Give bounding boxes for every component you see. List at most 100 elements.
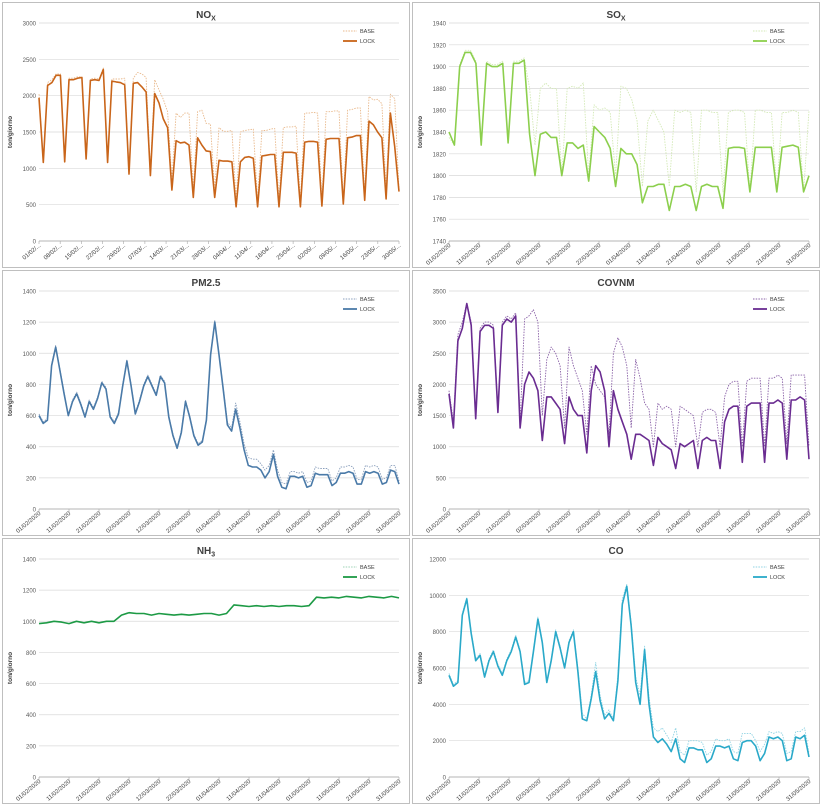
y-tick-label: 3000 (23, 22, 37, 28)
x-tick-label: 12/03/2020 (545, 243, 572, 267)
x-tick-label: 01/02/2020 (425, 243, 452, 267)
y-tick-label: 3000 (433, 321, 447, 327)
y-tick-label: 800 (26, 383, 37, 389)
x-tick-label: 01/02/2020 (425, 779, 452, 803)
x-tick-label: 21/05/2020 (755, 511, 782, 535)
x-tick-label: 01/02/2020 (15, 779, 42, 803)
x-tick-label: 21/05/2020 (345, 779, 372, 803)
x-tick-label: 12/03/2020 (135, 779, 162, 803)
x-tick-label: 02/03/2020 (515, 243, 542, 267)
y-tick-label: 3500 (433, 290, 447, 296)
series-line-base (38, 595, 400, 625)
legend-label: LOCK (770, 39, 785, 45)
x-tick-label: 04/04/... (212, 243, 233, 262)
y-tick-label: 600 (26, 414, 37, 420)
x-tick-label: 14/03/... (149, 243, 170, 262)
x-tick-label: 11/04/2020 (636, 243, 663, 267)
x-tick-label: 02/05/... (297, 243, 318, 262)
y-tick-label: 1000 (433, 445, 447, 451)
x-tick-label: 16/05/... (339, 243, 360, 262)
y-axis-label: ton/giorno (417, 116, 424, 148)
x-tick-label: 11/02/2020 (456, 243, 483, 267)
x-tick-label: 07/03/... (128, 243, 149, 262)
x-tick-label: 01/04/2020 (195, 779, 222, 803)
x-tick-label: 11/02/2020 (46, 511, 73, 535)
x-tick-label: 02/03/2020 (105, 511, 132, 535)
y-tick-label: 2000 (433, 383, 447, 389)
legend-label: BASE (770, 565, 785, 571)
chart-title: PM2.5 (192, 278, 221, 289)
y-tick-label: 2000 (23, 94, 37, 100)
x-tick-label: 01/05/2020 (695, 779, 722, 803)
x-tick-label: 11/05/2020 (316, 511, 343, 535)
x-tick-label: 12/03/2020 (545, 779, 572, 803)
legend-label: LOCK (360, 575, 375, 581)
y-tick-label: 1840 (433, 131, 447, 137)
chart-panel-co: 0 2000 4000 6000 8000 10000 12000 ton/giorno CO 0… (412, 538, 820, 804)
x-tick-label: 21/04/2020 (665, 243, 692, 267)
y-tick-label: 800 (26, 651, 37, 657)
x-tick-label: 22/03/2020 (165, 511, 192, 535)
x-tick-label: 11/02/2020 (46, 779, 73, 803)
x-tick-label: 01/05/2020 (695, 243, 722, 267)
chart-pm25: 0 200 400 600 800 1000 1200 1400 ton/giorno PM2.5… (7, 278, 403, 535)
x-tick-label: 01/04/2020 (195, 511, 222, 535)
x-tick-label: 11/04/2020 (226, 511, 253, 535)
y-tick-label: 1880 (433, 87, 447, 93)
series-line-lock (448, 51, 810, 212)
x-tick-label: 21/05/2020 (755, 779, 782, 803)
y-tick-label: 0 (443, 508, 447, 514)
x-tick-label: 01/02/2020 (15, 511, 42, 535)
x-tick-label: 29/02/... (107, 243, 128, 262)
x-tick-label: 21/04/2020 (255, 511, 282, 535)
x-tick-label: 01/05/2020 (285, 511, 312, 535)
y-tick-label: 1500 (23, 131, 37, 137)
x-tick-label: 01/04/2020 (605, 243, 632, 267)
y-axis-label: ton/giorno (7, 116, 14, 148)
x-tick-label: 25/04/... (276, 243, 297, 262)
chart-title: COVNM (597, 278, 634, 289)
y-tick-label: 2000 (433, 739, 447, 745)
x-tick-label: 02/03/2020 (105, 779, 132, 803)
x-tick-label: 31/05/2020 (785, 779, 812, 803)
x-tick-label: 12/03/2020 (135, 511, 162, 535)
x-tick-label: 01/04/2020 (605, 779, 632, 803)
x-tick-label: 15/02/... (64, 243, 85, 262)
x-tick-label: 11/05/2020 (726, 243, 753, 267)
x-tick-label: 01/04/2020 (605, 511, 632, 535)
series-line-lock (448, 585, 810, 764)
y-tick-label: 1920 (433, 43, 447, 49)
x-tick-label: 31/05/2020 (375, 779, 402, 803)
y-tick-label: 1740 (433, 240, 447, 246)
x-tick-label: 01/05/2020 (695, 511, 722, 535)
y-tick-label: 1200 (23, 321, 37, 327)
chart-panel-sox: 1740 1760 1780 1800 1820 1840 1860 1880 1900 1920… (412, 2, 820, 268)
x-tick-label: 31/05/2020 (785, 243, 812, 267)
chart-title: NH3 (197, 546, 215, 559)
y-axis-label: ton/giorno (7, 652, 14, 684)
x-tick-label: 21/02/2020 (485, 511, 512, 535)
y-tick-label: 1760 (433, 218, 447, 224)
chart-panel-pm25: 0 200 400 600 800 1000 1200 1400 ton/giorno PM2.5… (2, 270, 410, 536)
y-tick-label: 0 (33, 776, 37, 782)
x-tick-label: 21/04/2020 (665, 779, 692, 803)
chart-covnm: 0 500 1000 1500 2000 2500 3000 3500 ton/giorno CO… (417, 278, 813, 535)
y-tick-label: 0 (33, 240, 37, 246)
legend-label: BASE (360, 565, 375, 571)
x-tick-label: 21/02/2020 (485, 243, 512, 267)
y-tick-label: 600 (26, 682, 37, 688)
series-line-base (448, 303, 810, 448)
x-tick-label: 21/05/2020 (755, 243, 782, 267)
y-tick-label: 1800 (433, 174, 447, 180)
series-line-lock (38, 68, 400, 208)
chart-title: NOX (196, 10, 216, 23)
legend-label: BASE (360, 297, 375, 303)
y-axis-label: ton/giorno (417, 384, 424, 416)
y-tick-label: 1900 (433, 65, 447, 71)
y-tick-label: 10000 (429, 594, 446, 600)
chart-panel-covnm: 0 500 1000 1500 2000 2500 3000 3500 ton/giorno CO… (412, 270, 820, 536)
series-line-lock (38, 595, 400, 625)
x-tick-label: 22/03/2020 (165, 779, 192, 803)
legend-label: BASE (770, 29, 785, 35)
y-tick-label: 1000 (23, 620, 37, 626)
